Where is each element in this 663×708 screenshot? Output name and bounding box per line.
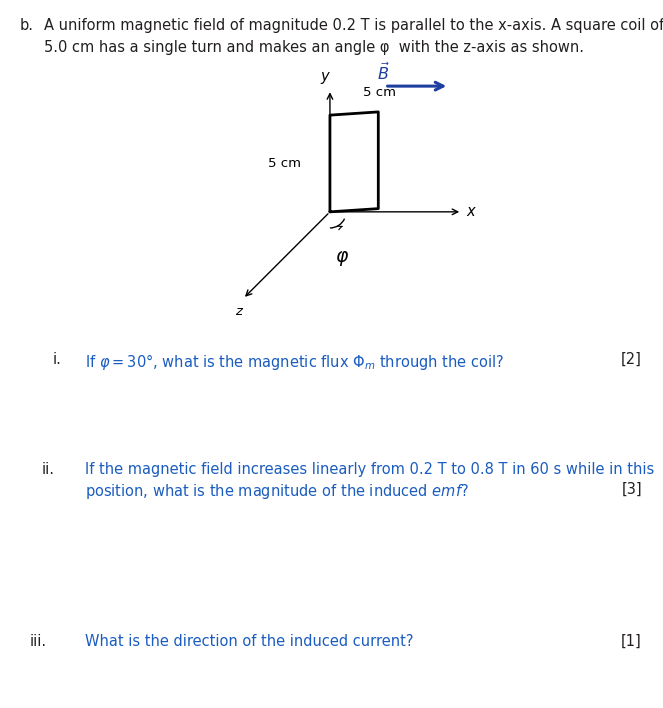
Text: [1]: [1] — [621, 634, 642, 649]
Text: y: y — [320, 69, 329, 84]
Text: position, what is the magnitude of the induced $emf$?: position, what is the magnitude of the i… — [85, 482, 469, 501]
Text: φ: φ — [335, 247, 347, 266]
Text: If $\varphi = 30°$, what is the magnetic flux $\Phi_m$ through the coil?: If $\varphi = 30°$, what is the magnetic… — [85, 352, 504, 372]
Text: 5.0 cm has a single turn and makes an angle φ  with the z-axis as shown.: 5.0 cm has a single turn and makes an an… — [44, 40, 584, 55]
Text: [2]: [2] — [621, 352, 642, 367]
Text: What is the direction of the induced current?: What is the direction of the induced cur… — [85, 634, 414, 649]
Text: i.: i. — [53, 352, 62, 367]
Text: ii.: ii. — [42, 462, 55, 477]
Text: 5 cm: 5 cm — [268, 157, 301, 170]
Text: x: x — [467, 205, 475, 219]
Text: z: z — [235, 305, 242, 319]
Text: 5 cm: 5 cm — [363, 86, 396, 99]
Text: [3]: [3] — [621, 482, 642, 497]
Text: $\vec{B}$: $\vec{B}$ — [377, 62, 390, 83]
Text: A uniform magnetic field of magnitude 0.2 T is parallel to the x-axis. A square : A uniform magnetic field of magnitude 0.… — [44, 18, 663, 33]
Text: iii.: iii. — [30, 634, 47, 649]
Text: b.: b. — [20, 18, 34, 33]
Text: If the magnetic field increases linearly from 0.2 T to 0.8 T in 60 s while in th: If the magnetic field increases linearly… — [85, 462, 654, 477]
